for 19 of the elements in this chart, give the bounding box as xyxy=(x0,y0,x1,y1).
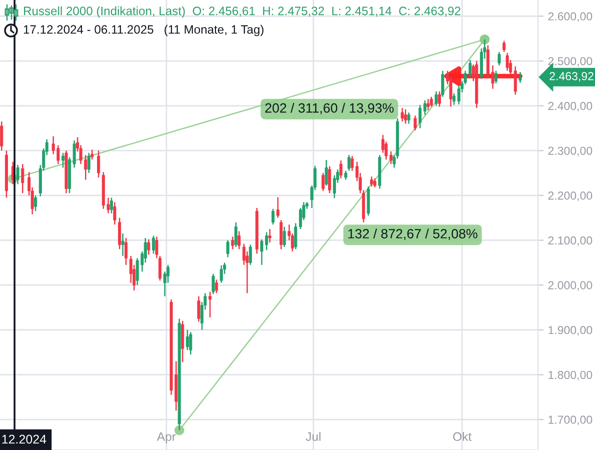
y-tick-label: 1.900,00 xyxy=(548,326,592,336)
text: 17.12.2024 - 06.11.2025 (11 Monate, 1 Tag) xyxy=(24,24,264,36)
y-tick-label: 1.700,00 xyxy=(548,416,592,426)
x-tick-label: Apr xyxy=(156,432,176,444)
y-tick-label: 2.300,00 xyxy=(548,146,592,156)
y-tick-label: 2.400,00 xyxy=(548,102,592,112)
annotation: 2.463,92 xyxy=(550,72,594,82)
y-tick-label: 2.500,00 xyxy=(548,57,592,67)
annotation: 132 / 872,67 / 52,08% xyxy=(348,228,478,240)
y-tick-label: 1.800,00 xyxy=(548,370,592,380)
y-tick-label: 2.000,00 xyxy=(548,281,592,291)
x-tick-label: Jul xyxy=(306,432,320,441)
annotation: 202 / 311,60 / 13,93% xyxy=(265,102,394,114)
x-tick-label: Okt xyxy=(453,432,472,441)
y-tick-label: 2.600,00 xyxy=(548,12,592,22)
ref-line-label: 12.2024 xyxy=(2,434,46,444)
chart-title: Russell 2000 (Indikation, Last) O: 2.456,61 H: 2.475,32 L: 2.451,14 C: 2.463,92 xyxy=(24,6,460,18)
y-tick-label: 2.200,00 xyxy=(548,192,592,202)
y-tick-label: 2.100,00 xyxy=(548,236,592,246)
